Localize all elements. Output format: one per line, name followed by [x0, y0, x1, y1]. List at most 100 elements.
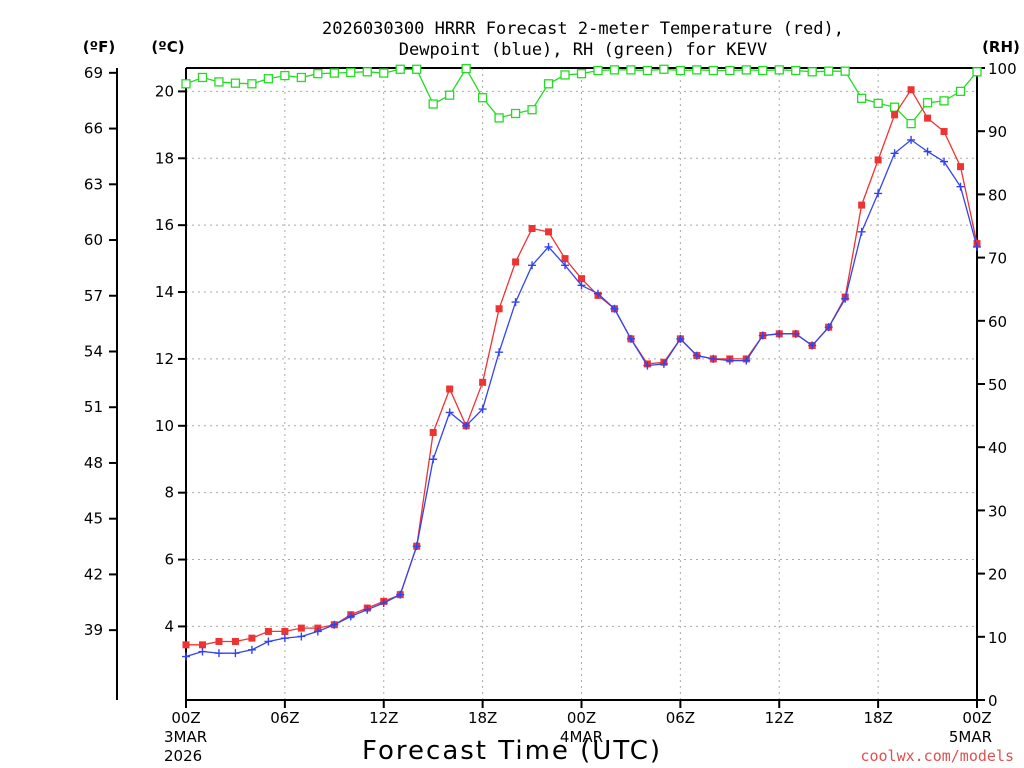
rh-point — [412, 64, 422, 74]
dewpoint-point — [478, 405, 487, 414]
fahrenheit-tick-label: 48 — [84, 454, 103, 472]
temperature-point — [297, 624, 305, 632]
celsius-tick-label: 12 — [155, 350, 174, 368]
rh-point — [230, 78, 241, 88]
rh-point — [247, 79, 257, 89]
rh-point — [824, 66, 834, 76]
rh-point — [692, 65, 702, 75]
temperature-point — [957, 163, 965, 171]
rh-point — [675, 65, 686, 76]
dewpoint-point — [214, 649, 223, 658]
rh-point — [494, 113, 504, 123]
dewpoint-point — [379, 599, 388, 608]
rh-tick-label: 30 — [988, 502, 1007, 520]
rh-point — [642, 65, 653, 76]
temperature-point — [281, 627, 289, 635]
celsius-tick-label: 10 — [155, 417, 174, 435]
temperature-point — [231, 637, 239, 645]
rh-point — [181, 79, 191, 89]
fahrenheit-tick-label: 66 — [84, 120, 103, 138]
x-date-label: 5MAR — [949, 728, 992, 746]
celsius-tick-label: 20 — [155, 82, 174, 100]
rh-point — [313, 69, 323, 79]
rh-point — [527, 105, 537, 115]
x-tick-label: 18Z — [863, 709, 892, 727]
dewpoint-point — [923, 147, 932, 156]
dewpoint-point — [511, 298, 520, 307]
temperature-point — [940, 128, 948, 136]
rh-point — [972, 67, 982, 77]
rh-tick-label: 50 — [988, 376, 1007, 394]
temperature-point — [545, 228, 553, 236]
celsius-tick-label: 4 — [164, 617, 174, 635]
rh-tick-label: 40 — [988, 439, 1007, 457]
x-tick-label: 12Z — [765, 709, 794, 727]
rh-point — [922, 98, 933, 108]
temperature-point — [182, 641, 190, 649]
rh-point — [197, 72, 208, 83]
dewpoint-point — [198, 647, 207, 656]
temperature-point — [479, 378, 487, 386]
temperature-point — [561, 255, 569, 263]
x-tick-label: 00Z — [962, 709, 991, 727]
rh-point — [428, 99, 438, 109]
rh-point — [296, 72, 307, 83]
temperature-point — [198, 641, 206, 649]
dewpoint-point — [445, 408, 454, 417]
temperature-point — [891, 111, 899, 119]
rh-point — [873, 98, 883, 109]
rh-point — [477, 93, 488, 103]
chart-title-line2: Dewpoint (blue), RH (green) for KEVV — [399, 40, 767, 60]
temperature-point — [858, 201, 866, 209]
dewpoint-point — [264, 637, 273, 646]
dewpoint-point — [346, 612, 355, 621]
rh-point — [725, 65, 735, 76]
dewpoint-point — [462, 421, 471, 430]
watermark: coolwx.com/models — [860, 747, 1014, 765]
rh-point — [379, 68, 389, 78]
temperature-point — [874, 156, 882, 164]
dewpoint-point — [544, 242, 553, 251]
x-tick-label: 06Z — [666, 709, 695, 727]
rh-point — [741, 65, 751, 75]
fahrenheit-tick-label: 51 — [84, 398, 103, 416]
dewpoint-point — [956, 182, 965, 191]
dewpoint-point — [973, 242, 981, 251]
dewpoint-point — [907, 135, 916, 144]
temperature-point — [495, 305, 503, 313]
dewpoint-point — [659, 359, 668, 368]
x-date-label: 4MAR — [560, 728, 603, 746]
fahrenheit-tick-label: 39 — [84, 621, 103, 639]
rh-tick-label: 90 — [988, 123, 1007, 141]
celsius-tick-label: 18 — [155, 149, 174, 167]
rh-point — [560, 70, 570, 80]
dewpoint-point — [577, 281, 586, 290]
temperature-point — [907, 86, 915, 94]
dewpoint-point — [775, 329, 784, 338]
dewpoint-point — [429, 455, 438, 464]
rh-point — [543, 79, 554, 89]
temperature-point — [429, 428, 437, 436]
rh-point — [791, 65, 801, 76]
rh-point — [659, 64, 669, 74]
dewpoint-point — [940, 157, 949, 166]
dewpoint-point — [231, 649, 240, 658]
rh-point — [774, 65, 784, 75]
temperature-point — [512, 258, 520, 266]
fahrenheit-tick-label: 54 — [84, 342, 103, 360]
temperature-point — [215, 637, 223, 645]
temperature-point — [446, 385, 454, 393]
dewpoint-point — [528, 261, 537, 270]
x-axis-label: Forecast Time (UTC) — [362, 736, 662, 766]
rh-point — [807, 67, 817, 77]
dewpoint-point — [610, 304, 619, 313]
rh-point — [708, 65, 718, 76]
rh-point — [889, 102, 900, 112]
dewpoint-point — [495, 348, 504, 357]
rh-point — [346, 67, 356, 78]
x-date-label: 3MAR — [164, 728, 207, 746]
fahrenheit-tick-label: 69 — [84, 64, 103, 82]
rh-point — [395, 64, 405, 74]
dewpoint-point — [297, 632, 306, 641]
rh-tick-label: 10 — [988, 629, 1007, 647]
